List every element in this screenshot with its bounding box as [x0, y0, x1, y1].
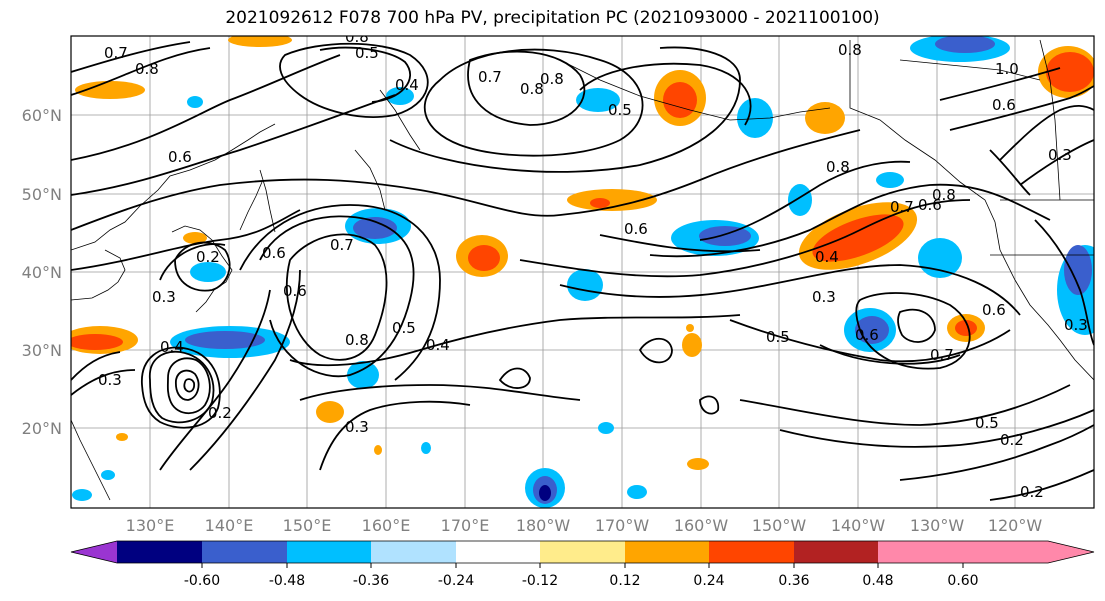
contour-label: 0.6 [918, 196, 942, 214]
latitude-labels: 60°N 50°N 40°N 30°N 20°N [22, 106, 62, 438]
lon-label: 150°W [752, 516, 807, 535]
contour-label: 0.8 [932, 186, 956, 204]
colorbar-tick-label: -0.24 [438, 573, 474, 589]
lat-label: 20°N [22, 419, 62, 438]
lon-label: 120°W [988, 516, 1043, 535]
colorbar-extend-low [71, 541, 117, 563]
contour-label: 0.3 [345, 418, 369, 436]
contour-label: 0.8 [540, 70, 564, 88]
colorbar-swatch [709, 541, 794, 563]
contour-label: 0.6 [168, 148, 192, 166]
lon-label: 160°W [674, 516, 729, 535]
contour-label: 0.8 [520, 80, 544, 98]
contour-label: 0.8 [135, 60, 159, 78]
contour-label: 0.3 [812, 288, 836, 306]
contour-label: 0.7 [330, 236, 354, 254]
colorbar-swatch [371, 541, 456, 563]
contour-label: 0.6 [855, 326, 879, 344]
colorbar-swatch [625, 541, 709, 563]
precip-shading [71, 36, 1094, 508]
contour-label: 0.5 [975, 414, 999, 432]
lat-label: 40°N [22, 263, 62, 282]
lat-label: 50°N [22, 185, 62, 204]
lon-label: 150°E [283, 516, 332, 535]
contour-label: 0.3 [152, 288, 176, 306]
pv-contours [71, 41, 1094, 501]
contour-label: 0.5 [608, 101, 632, 119]
contour-label: 0.6 [262, 244, 286, 262]
contour-label: 0.2 [1020, 483, 1044, 501]
contour-label: 0.5 [355, 44, 379, 62]
contour-label: 0.8 [826, 158, 850, 176]
colorbar-tick-label: -0.48 [269, 573, 305, 589]
contour-label: 0.6 [992, 96, 1016, 114]
lat-label: 60°N [22, 106, 62, 125]
lon-label: 140°W [831, 516, 886, 535]
colorbar-swatch [202, 541, 287, 563]
map-title: 2021092612 F078 700 hPa PV, precipitatio… [225, 8, 880, 28]
colorbar-tick-label: 0.48 [862, 573, 893, 589]
lon-label: 140°E [205, 516, 254, 535]
colorbar-tick-label: -0.60 [184, 573, 220, 589]
precip-negative [72, 36, 1094, 508]
contour-label: 0.4 [395, 76, 419, 94]
contour-label: 0.2 [208, 404, 232, 422]
colorbar-tick-label: 0.24 [693, 573, 724, 589]
colorbar-swatch [456, 541, 540, 563]
colorbar-swatch [794, 541, 878, 563]
contour-label: 0.5 [766, 328, 790, 346]
colorbar-extend-high [963, 541, 1094, 563]
contour-label: 0.8 [838, 41, 862, 59]
colorbar-tick-label: -0.36 [353, 573, 389, 589]
lon-label: 130°E [126, 516, 175, 535]
contour-label: 0.4 [815, 248, 839, 266]
contour-label: 0.6 [982, 301, 1006, 319]
colorbar-swatch [540, 541, 625, 563]
lat-label: 30°N [22, 341, 62, 360]
contour-label: 0.8 [345, 28, 369, 46]
contour-label: 0.4 [160, 338, 184, 356]
lon-label: 170°E [441, 516, 490, 535]
contour-label: 0.3 [1064, 316, 1088, 334]
contour-label: 0.5 [392, 319, 416, 337]
lon-label: 130°W [910, 516, 965, 535]
colorbar-tick-label: 0.36 [778, 573, 809, 589]
contour-label: 0.2 [196, 248, 220, 266]
lon-label: 180°W [516, 516, 571, 535]
colorbar-tick-label: 0.12 [609, 573, 640, 589]
colorbar-swatch [287, 541, 371, 563]
lon-label: 160°E [362, 516, 411, 535]
colorbar-tick-label: 0.60 [947, 573, 978, 589]
map-frame [70, 35, 1095, 509]
contour-label: 0.8 [345, 331, 369, 349]
colorbar: -0.60 -0.48 -0.36 -0.24 -0.12 0.12 0.24 … [70, 540, 1095, 589]
contour-label: 0.2 [1000, 431, 1024, 449]
contour-label: 1.0 [995, 60, 1019, 78]
contour-label: 0.4 [426, 336, 450, 354]
colorbar-swatch [878, 541, 963, 563]
contour-label: 0.6 [624, 220, 648, 238]
contour-label: 0.3 [98, 371, 122, 389]
longitude-labels: 130°E 140°E 150°E 160°E 170°E 180°W 170°… [126, 516, 1043, 535]
contour-label: 0.7 [930, 346, 954, 364]
contour-label: 0.3 [1048, 146, 1072, 164]
contour-label: 0.7 [478, 68, 502, 86]
coastlines [71, 39, 1094, 501]
colorbar-tick-label: -0.12 [522, 573, 558, 589]
contour-label: 0.6 [283, 282, 307, 300]
contour-label: 0.7 [890, 198, 914, 216]
lon-label: 170°W [595, 516, 650, 535]
colorbar-swatch [117, 541, 202, 563]
contour-label: 0.7 [104, 44, 128, 62]
contour-labels: 0.7 0.8 0.8 0.5 0.4 0.7 0.8 0.5 0.8 0.8 … [98, 28, 1088, 501]
